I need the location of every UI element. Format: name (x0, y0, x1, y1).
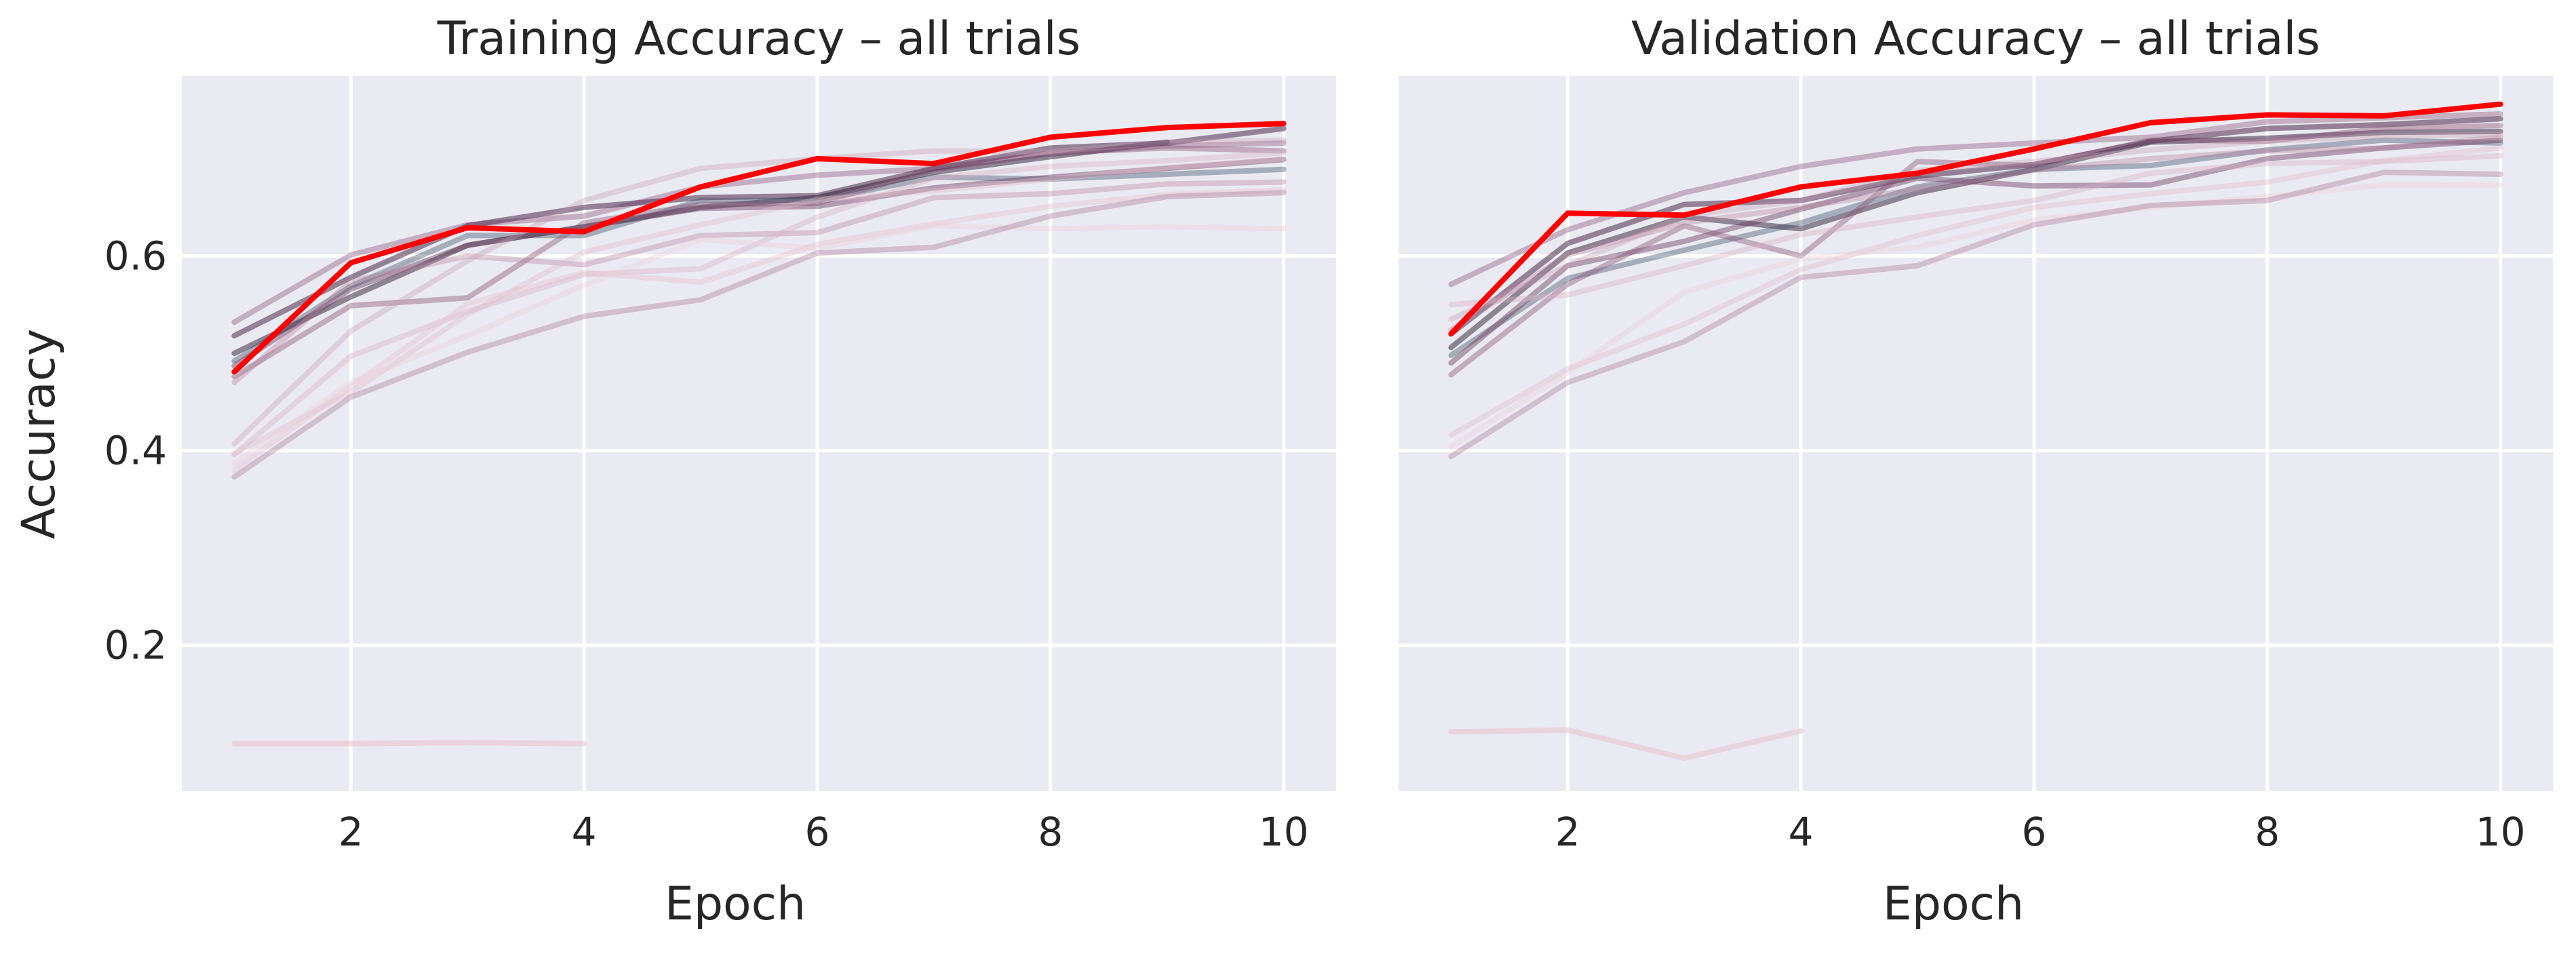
training-trial-line-6 (231, 145, 1287, 380)
validation-trial-line-12 (1448, 170, 2503, 460)
validation-x-tick-label: 6 (2022, 809, 2047, 855)
training-trial-line-3 (231, 139, 1170, 357)
validation-x-tick-label: 2 (1555, 809, 1580, 855)
training-trial-line-9 (231, 150, 1287, 458)
validation-best-trial-line (1448, 101, 2503, 337)
training-trial-line-2 (231, 125, 1287, 339)
training-x-tick-label: 4 (572, 809, 597, 855)
validation-trial-line-11 (1448, 182, 2503, 450)
validation-series-lines (1448, 101, 2503, 761)
validation-x-tick-label: 10 (2476, 809, 2526, 855)
training-trial-line-13 (231, 190, 1287, 480)
validation-tick-labels: 2 4 6 8 10 (1555, 809, 2526, 855)
training-trial-line-10 (231, 156, 1287, 456)
validation-x-tick-label: 4 (1789, 809, 1814, 855)
training-y-tick-label: 0.4 (104, 428, 167, 474)
validation-trial-line-4 (1448, 137, 2503, 358)
validation-trial-line-5 (1448, 137, 2503, 366)
validation-trial-line-9 (1448, 153, 2503, 308)
training-trial-line-5 (231, 157, 1287, 369)
training-x-tick-label: 8 (1038, 809, 1063, 855)
training-trial-line-12 (231, 223, 1287, 466)
validation-x-tick-label: 8 (2255, 809, 2280, 855)
validation-trial-line-10 (1448, 145, 2503, 438)
training-tick-labels: 2 4 6 8 10 0.2 0.4 0.6 (104, 233, 1309, 855)
training-x-tick-label: 10 (1259, 809, 1309, 855)
training-chart-title: Training Accuracy – all trials (437, 12, 1080, 66)
validation-plot-background (1399, 76, 2553, 791)
training-trial-line-14 (231, 740, 587, 747)
validation-trial-line-7 (1448, 134, 2503, 333)
training-trial-line-8 (231, 137, 1287, 447)
training-accuracy-panel: 2 4 6 8 10 0.2 0.4 0.6 Training Accuracy – all … (12, 12, 1336, 931)
validation-trial-line-2 (1448, 116, 2503, 337)
training-x-tick-label: 2 (338, 809, 364, 855)
training-best-trial-line (231, 121, 1287, 375)
validation-trial-line-1 (1448, 111, 2503, 287)
validation-accuracy-panel: 2 4 6 8 10 Validation Accuracy – all trials … (1399, 12, 2553, 931)
validation-trial-line-3 (1448, 128, 2503, 351)
training-x-axis-label: Epoch (665, 877, 806, 931)
validation-trial-line-8 (1448, 132, 2503, 322)
training-y-tick-label: 0.2 (104, 622, 167, 669)
training-trial-line-7 (231, 179, 1287, 386)
validation-trial-line-13 (1448, 727, 1804, 761)
training-series-lines (231, 121, 1287, 747)
training-trial-line-11 (231, 186, 1287, 473)
training-trial-line-4 (231, 166, 1287, 364)
validation-x-axis-label: Epoch (1883, 877, 2024, 931)
training-y-tick-label: 0.6 (104, 233, 167, 279)
validation-chart-title: Validation Accuracy – all trials (1631, 12, 2320, 66)
training-x-tick-label: 6 (805, 809, 830, 855)
validation-gridlines (1399, 76, 2553, 791)
training-y-axis-label: Accuracy (12, 329, 66, 539)
